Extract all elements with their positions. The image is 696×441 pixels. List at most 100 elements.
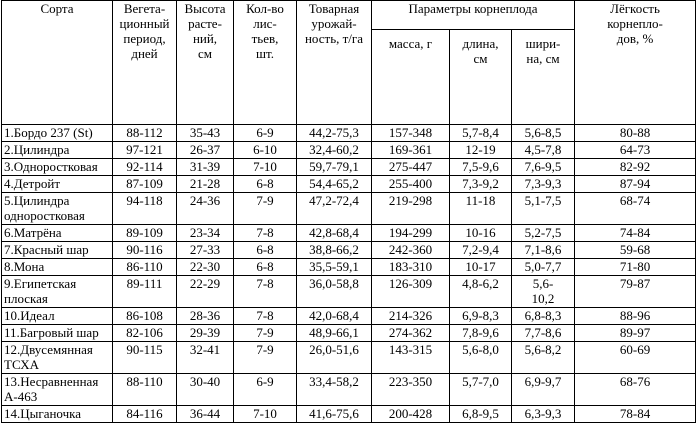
cell-width: 6,8-8,3 xyxy=(510,307,576,325)
cell-width: 7,1-8,6 xyxy=(510,241,576,259)
cell-leaves: 6-9 xyxy=(233,124,297,142)
cell-width: 5,2-7,5 xyxy=(510,224,576,242)
cell-name: 10.Идеал xyxy=(1,307,113,325)
header-leaves: Кол-во лис- тьев, шт. xyxy=(233,0,297,125)
cell-ease: 89-97 xyxy=(574,324,696,342)
table-row: 11.Багровый шар 82-106 29-39 7-9 48,9-66,1 27… xyxy=(1,324,696,342)
cell-veg: 88-112 xyxy=(112,124,177,142)
header-veg-period: Вегета- ционный период, дней xyxy=(112,0,177,125)
cell-ease: 82-92 xyxy=(574,158,696,176)
cell-veg: 89-111 xyxy=(112,275,177,308)
cell-yield: 48,9-66,1 xyxy=(296,324,372,342)
cell-mass: 194-299 xyxy=(371,224,450,242)
cell-width: 7,6-9,5 xyxy=(510,158,576,176)
cell-leaves: 6-8 xyxy=(233,241,297,259)
cell-yield: 32,4-60,2 xyxy=(296,141,372,159)
cell-yield: 35,5-59,1 xyxy=(296,258,372,276)
cell-length: 5,6-8,0 xyxy=(449,341,512,374)
cell-height: 24-36 xyxy=(176,192,234,225)
cell-leaves: 7-10 xyxy=(233,405,297,423)
cell-mass: 223-350 xyxy=(371,373,450,406)
cell-yield: 54,4-65,2 xyxy=(296,175,372,193)
cell-veg: 87-109 xyxy=(112,175,177,193)
cell-leaves: 7-9 xyxy=(233,341,297,374)
cell-veg: 82-106 xyxy=(112,324,177,342)
cell-height: 32-41 xyxy=(176,341,234,374)
cell-name: 6.Матрёна xyxy=(1,224,113,242)
cell-name: 5.Цилиндра одноростковая xyxy=(1,192,113,225)
cell-leaves: 6-8 xyxy=(233,175,297,193)
header-variety: Сорта xyxy=(1,0,113,125)
cell-ease: 59-68 xyxy=(574,241,696,259)
table-row: 7.Красный шар 90-116 27-33 6-8 38,8-66,2 242-… xyxy=(1,241,696,259)
cell-length: 5,7-8,4 xyxy=(449,124,512,142)
cell-height: 23-34 xyxy=(176,224,234,242)
cell-mass: 183-310 xyxy=(371,258,450,276)
cell-veg: 86-110 xyxy=(112,258,177,276)
cell-ease: 79-87 xyxy=(574,275,696,308)
cell-ease: 78-84 xyxy=(574,405,696,423)
cell-length: 7,8-9,6 xyxy=(449,324,512,342)
cell-mass: 219-298 xyxy=(371,192,450,225)
table-row: 3.Одноростковая 92-114 31-39 7-10 59,7-79,1 2… xyxy=(1,158,696,176)
cell-length: 10-16 xyxy=(449,224,512,242)
cell-veg: 94-118 xyxy=(112,192,177,225)
cell-name: 2.Цилиндра xyxy=(1,141,113,159)
table-row: 10.Идеал 86-108 28-36 7-8 42,0-68,4 214-326 6,… xyxy=(1,307,696,325)
cell-ease: 74-84 xyxy=(574,224,696,242)
cell-ease: 68-76 xyxy=(574,373,696,406)
cell-yield: 38,8-66,2 xyxy=(296,241,372,259)
cell-height: 29-39 xyxy=(176,324,234,342)
cell-height: 30-40 xyxy=(176,373,234,406)
cell-veg: 88-110 xyxy=(112,373,177,406)
table-row: 12.Двусемянная ТСХА 90-115 32-41 7-9 26,0-51… xyxy=(1,341,696,374)
cell-width: 5,6-8,2 xyxy=(510,341,576,374)
table-row: 4.Детройт 87-109 21-28 6-8 54,4-65,2 255-400 7… xyxy=(1,175,696,193)
cell-leaves: 7-9 xyxy=(233,192,297,225)
cell-yield: 59,7-79,1 xyxy=(296,158,372,176)
cell-yield: 36,0-58,8 xyxy=(296,275,372,308)
header-width: шири- на, см xyxy=(510,29,576,125)
cell-ease: 64-73 xyxy=(574,141,696,159)
cell-mass: 255-400 xyxy=(371,175,450,193)
cell-length: 11-18 xyxy=(449,192,512,225)
cell-width: 7,7-8,6 xyxy=(510,324,576,342)
cell-ease: 88-96 xyxy=(574,307,696,325)
table-body: 1.Бордо 237 (St) 88-112 35-43 6-9 44,2-75,3 1… xyxy=(1,124,696,423)
table-row: 1.Бордо 237 (St) 88-112 35-43 6-9 44,2-75,3 1… xyxy=(1,124,696,142)
cell-veg: 90-115 xyxy=(112,341,177,374)
cell-leaves: 7-8 xyxy=(233,275,297,308)
cell-width: 6,9-9,7 xyxy=(510,373,576,406)
cell-length: 7,3-9,2 xyxy=(449,175,512,193)
cell-height: 36-44 xyxy=(176,405,234,423)
cell-leaves: 6-10 xyxy=(233,141,297,159)
cell-yield: 42,0-68,4 xyxy=(296,307,372,325)
cell-length: 5,7-7,0 xyxy=(449,373,512,406)
cell-ease: 80-88 xyxy=(574,124,696,142)
cell-veg: 97-121 xyxy=(112,141,177,159)
cell-length: 4,8-6,2 xyxy=(449,275,512,308)
cell-width: 5,6-8,5 xyxy=(510,124,576,142)
cell-veg: 86-108 xyxy=(112,307,177,325)
cell-veg: 84-116 xyxy=(112,405,177,423)
table-row: 2.Цилиндра 97-121 26-37 6-10 32,4-60,2 169-36… xyxy=(1,141,696,159)
cell-leaves: 6-8 xyxy=(233,258,297,276)
cell-leaves: 7-8 xyxy=(233,224,297,242)
cell-length: 6,9-8,3 xyxy=(449,307,512,325)
cell-length: 12-19 xyxy=(449,141,512,159)
header-mass: масса, г xyxy=(371,29,450,125)
cell-length: 6,8-9,5 xyxy=(449,405,512,423)
cell-leaves: 7-8 xyxy=(233,307,297,325)
cell-yield: 26,0-51,6 xyxy=(296,341,372,374)
cell-name: 8.Мона xyxy=(1,258,113,276)
cell-veg: 92-114 xyxy=(112,158,177,176)
cell-name: 13.Несравненная А-463 xyxy=(1,373,113,406)
cell-leaves: 7-9 xyxy=(233,324,297,342)
cell-mass: 274-362 xyxy=(371,324,450,342)
cell-height: 31-39 xyxy=(176,158,234,176)
table-row: 14.Цыганочка 84-116 36-44 7-10 41,6-75,6 200-… xyxy=(1,405,696,423)
cell-length: 7,5-9,6 xyxy=(449,158,512,176)
header-length: длина, см xyxy=(449,29,512,125)
table-row: 13.Несравненная А-463 88-110 30-40 6-9 33,4-… xyxy=(1,373,696,406)
header-height: Высота расте- ний, см xyxy=(176,0,234,125)
